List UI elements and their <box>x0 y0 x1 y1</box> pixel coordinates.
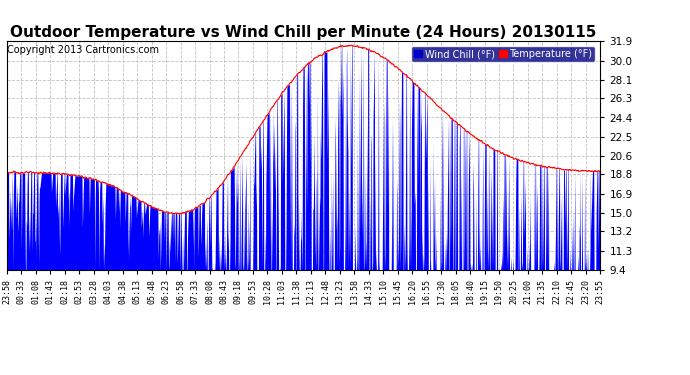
Title: Outdoor Temperature vs Wind Chill per Minute (24 Hours) 20130115: Outdoor Temperature vs Wind Chill per Mi… <box>10 25 597 40</box>
Text: Copyright 2013 Cartronics.com: Copyright 2013 Cartronics.com <box>8 45 159 55</box>
Legend: Wind Chill (°F), Temperature (°F): Wind Chill (°F), Temperature (°F) <box>411 46 595 62</box>
